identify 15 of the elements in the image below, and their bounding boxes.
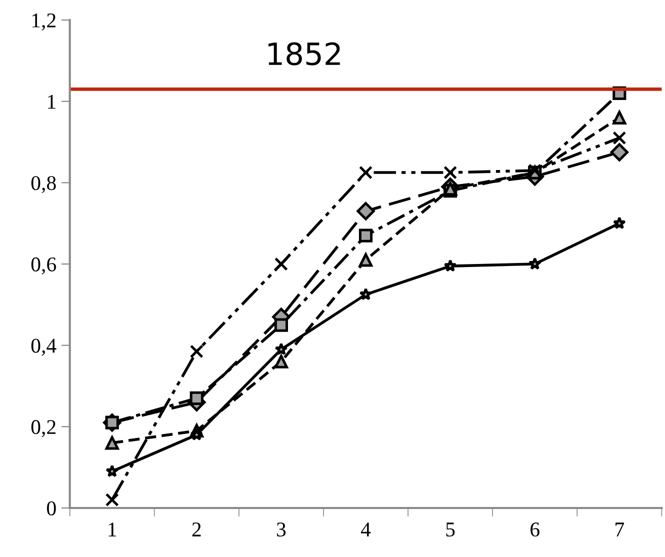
y-tick-label: 0,6 — [31, 257, 56, 274]
y-tick-label: 0,4 — [31, 338, 56, 356]
x-tick-label: 7 — [616, 522, 624, 536]
x-tick-label: 2 — [192, 522, 201, 536]
x-tick-label: 3 — [276, 522, 286, 537]
y-tick-label: 0,8 — [31, 176, 56, 194]
y-tick-label: 0,2 — [31, 420, 56, 438]
y-tick-label: 1 — [48, 94, 56, 109]
y-tick-label: 0 — [47, 501, 56, 516]
x-tick-label: 4 — [360, 522, 371, 536]
x-tick-label: 1 — [108, 522, 116, 536]
x-tick-label: 5 — [446, 522, 455, 537]
x-tick-label: 6 — [530, 522, 540, 537]
y-tick-label: 1,2 — [32, 13, 56, 30]
annotation: 1852 — [268, 42, 340, 66]
